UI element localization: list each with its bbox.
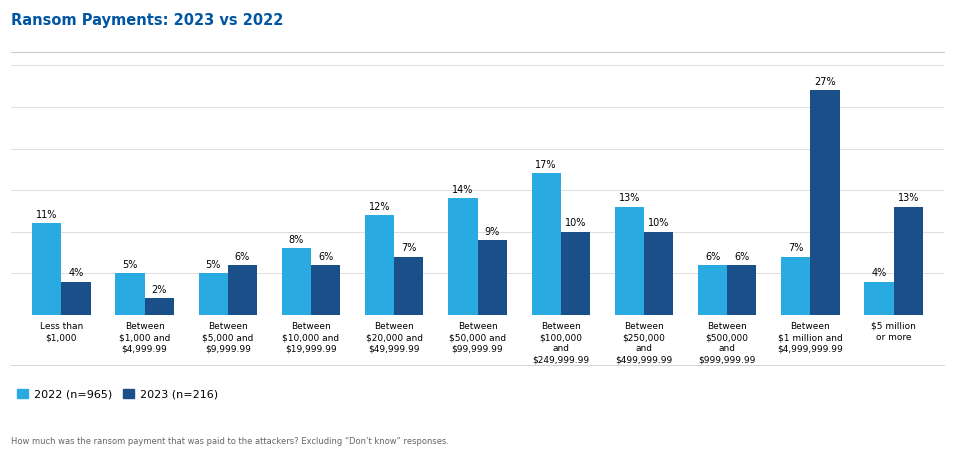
Text: 14%: 14% [453, 185, 474, 195]
Bar [228, 265, 257, 315]
Text: 10%: 10% [564, 218, 586, 229]
Text: 6%: 6% [734, 252, 750, 262]
Bar [561, 232, 590, 315]
Text: 10%: 10% [647, 218, 669, 229]
Text: 17%: 17% [536, 160, 557, 170]
Text: 8%: 8% [288, 235, 304, 245]
Bar [199, 273, 228, 315]
Bar [727, 265, 756, 315]
Text: 6%: 6% [318, 252, 333, 262]
Bar [116, 273, 144, 315]
Bar [894, 207, 923, 315]
Text: 5%: 5% [205, 260, 221, 270]
Bar [644, 232, 673, 315]
Text: How much was the ransom payment that was paid to the attackers? Excluding “Don’t: How much was the ransom payment that was… [11, 436, 450, 446]
Bar [615, 207, 644, 315]
Text: 4%: 4% [871, 268, 886, 279]
Legend: 2022 (n=965), 2023 (n=216): 2022 (n=965), 2023 (n=216) [17, 389, 218, 400]
Bar [478, 240, 506, 315]
Text: 5%: 5% [122, 260, 138, 270]
Text: 2%: 2% [152, 285, 167, 295]
Bar [449, 198, 478, 315]
Bar [144, 298, 174, 315]
Text: 12%: 12% [369, 202, 391, 212]
Text: 4%: 4% [69, 268, 84, 279]
Text: 13%: 13% [898, 194, 919, 203]
Bar [311, 265, 340, 315]
Bar [32, 224, 61, 315]
Text: 7%: 7% [401, 243, 416, 253]
Bar [811, 90, 839, 315]
Text: 6%: 6% [235, 252, 250, 262]
Bar [864, 282, 894, 315]
Bar [698, 265, 727, 315]
Bar [532, 174, 561, 315]
Text: 6%: 6% [705, 252, 720, 262]
Bar [61, 282, 91, 315]
Bar [282, 248, 311, 315]
Text: 13%: 13% [619, 194, 640, 203]
Text: Ransom Payments: 2023 vs 2022: Ransom Payments: 2023 vs 2022 [11, 14, 284, 28]
Bar [394, 256, 423, 315]
Text: 7%: 7% [788, 243, 803, 253]
Text: 11%: 11% [36, 210, 57, 220]
Bar [365, 215, 394, 315]
Bar [781, 256, 811, 315]
Text: 27%: 27% [814, 77, 836, 87]
Text: 9%: 9% [484, 227, 499, 237]
